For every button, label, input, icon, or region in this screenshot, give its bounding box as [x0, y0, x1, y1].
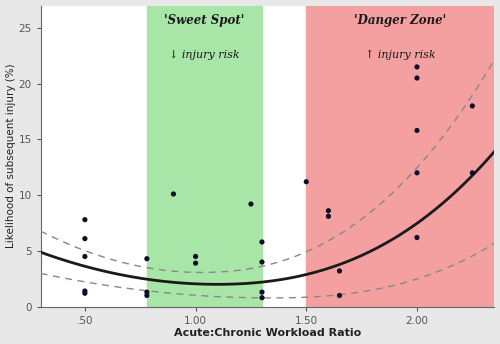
Bar: [147, 6, 262, 307]
Point: [302, 179, 310, 184]
Bar: [306, 6, 494, 307]
Point: [324, 214, 332, 219]
Point: [81, 217, 89, 223]
Point: [81, 288, 89, 294]
Text: ↑ injury risk: ↑ injury risk: [365, 50, 436, 60]
Point: [336, 268, 344, 274]
Text: 'Sweet Spot': 'Sweet Spot': [164, 14, 244, 28]
Point: [192, 254, 200, 259]
Point: [143, 256, 151, 261]
Y-axis label: Likelihood of subsequent injury (%): Likelihood of subsequent injury (%): [6, 64, 16, 248]
Point: [468, 103, 476, 109]
Point: [143, 293, 151, 298]
Point: [336, 293, 344, 298]
Point: [143, 289, 151, 295]
Point: [258, 239, 266, 245]
Text: 'Danger Zone': 'Danger Zone': [354, 14, 446, 28]
Point: [170, 191, 177, 197]
Point: [324, 208, 332, 214]
Text: ↓ injury risk: ↓ injury risk: [169, 50, 240, 60]
Point: [413, 170, 421, 175]
Point: [192, 260, 200, 266]
Point: [81, 254, 89, 259]
X-axis label: Acute:Chronic Workload Ratio: Acute:Chronic Workload Ratio: [174, 329, 361, 338]
Point: [413, 128, 421, 133]
Point: [413, 75, 421, 81]
Point: [258, 259, 266, 265]
Point: [258, 289, 266, 295]
Point: [413, 235, 421, 240]
Point: [81, 236, 89, 241]
Point: [258, 295, 266, 300]
Point: [247, 201, 255, 207]
Point: [413, 64, 421, 69]
Point: [81, 290, 89, 296]
Point: [468, 170, 476, 175]
